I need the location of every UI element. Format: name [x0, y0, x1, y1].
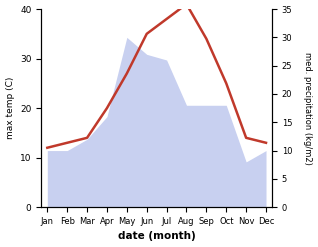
- X-axis label: date (month): date (month): [118, 231, 196, 242]
- Y-axis label: max temp (C): max temp (C): [5, 77, 15, 139]
- Y-axis label: med. precipitation (kg/m2): med. precipitation (kg/m2): [303, 52, 313, 165]
